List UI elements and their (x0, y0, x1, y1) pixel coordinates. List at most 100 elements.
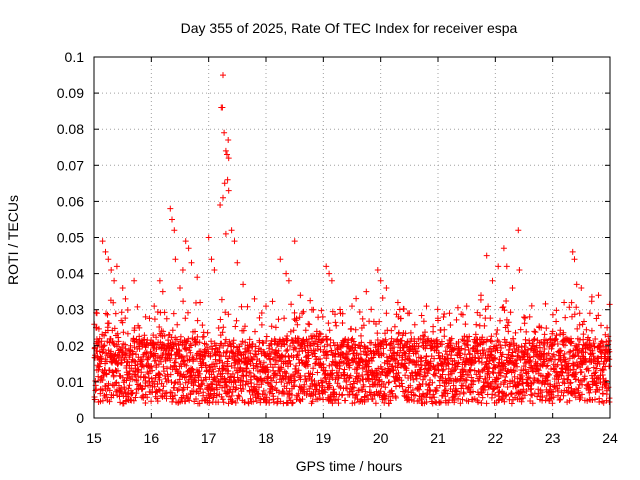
data-point (390, 344, 397, 351)
data-point (485, 303, 492, 310)
data-point (326, 376, 333, 383)
data-point (500, 360, 506, 367)
data-point (515, 381, 522, 388)
data-point (353, 391, 360, 398)
data-point (258, 321, 265, 328)
data-point (355, 373, 362, 380)
data-point (473, 321, 480, 328)
data-point (382, 384, 389, 391)
data-point (202, 362, 209, 369)
data-point (109, 381, 116, 388)
data-point (441, 333, 448, 340)
data-point (186, 397, 193, 404)
data-point (293, 315, 300, 322)
data-point (352, 326, 359, 333)
data-point (106, 339, 113, 346)
data-point (275, 316, 282, 323)
data-point (458, 345, 465, 352)
data-point (429, 400, 436, 407)
data-point (99, 397, 106, 404)
data-point (441, 311, 448, 317)
data-point (316, 395, 323, 402)
data-point (481, 347, 488, 354)
data-point (317, 346, 324, 353)
data-point (344, 339, 351, 346)
data-point (256, 314, 263, 321)
data-point (342, 397, 349, 404)
data-point (103, 370, 110, 377)
data-point (247, 350, 254, 357)
data-point (187, 349, 194, 356)
data-point (199, 380, 206, 387)
data-point (350, 338, 357, 345)
data-point (232, 323, 239, 330)
data-point (210, 368, 217, 375)
data-point (433, 384, 440, 391)
data-point (164, 365, 170, 372)
data-point (155, 386, 162, 393)
data-point (472, 331, 479, 338)
data-point (287, 361, 294, 368)
data-point (148, 398, 155, 405)
data-point (359, 386, 366, 393)
data-point (303, 392, 310, 398)
data-point (477, 341, 483, 348)
data-point (430, 328, 437, 335)
data-point (439, 367, 446, 374)
data-point (182, 315, 189, 322)
data-point (229, 349, 236, 356)
data-point (478, 354, 485, 361)
data-point (169, 327, 176, 334)
data-point (368, 358, 375, 364)
data-point (349, 335, 356, 342)
data-point (364, 352, 371, 359)
data-point (103, 391, 110, 398)
data-point (465, 398, 472, 405)
data-point (491, 355, 498, 362)
data-point (295, 356, 302, 363)
data-point (487, 315, 494, 322)
data-point (287, 343, 293, 349)
data-point (470, 378, 477, 385)
data-point (515, 344, 522, 351)
data-point (203, 341, 210, 348)
data-point (512, 368, 518, 375)
data-point (497, 342, 504, 348)
data-point (455, 359, 462, 366)
data-point (497, 372, 504, 379)
data-point (473, 339, 480, 346)
data-point (512, 329, 519, 336)
data-point (332, 311, 338, 318)
data-point (229, 370, 236, 377)
data-points (91, 72, 613, 407)
data-point (181, 358, 188, 364)
data-point (361, 343, 368, 350)
data-point (239, 338, 246, 345)
data-point (115, 338, 122, 345)
data-point (226, 338, 233, 345)
data-point (291, 382, 298, 389)
data-point (156, 324, 163, 330)
data-point (505, 328, 512, 335)
data-point (242, 381, 249, 388)
data-point (476, 355, 483, 362)
data-point (477, 312, 483, 319)
data-point (447, 375, 454, 382)
data-point (470, 388, 476, 395)
data-point (124, 330, 131, 337)
data-point (309, 371, 316, 378)
x-tick-label: 18 (258, 430, 274, 446)
x-tick-label: 15 (86, 430, 102, 446)
data-point (92, 378, 99, 384)
data-point (326, 384, 333, 391)
data-point (409, 387, 416, 393)
data-point (95, 373, 102, 380)
data-point (140, 394, 147, 401)
data-point (170, 310, 177, 317)
data-point (295, 390, 302, 397)
data-point (220, 324, 227, 331)
data-point (347, 372, 354, 379)
data-point (218, 296, 225, 303)
data-point (364, 360, 371, 367)
